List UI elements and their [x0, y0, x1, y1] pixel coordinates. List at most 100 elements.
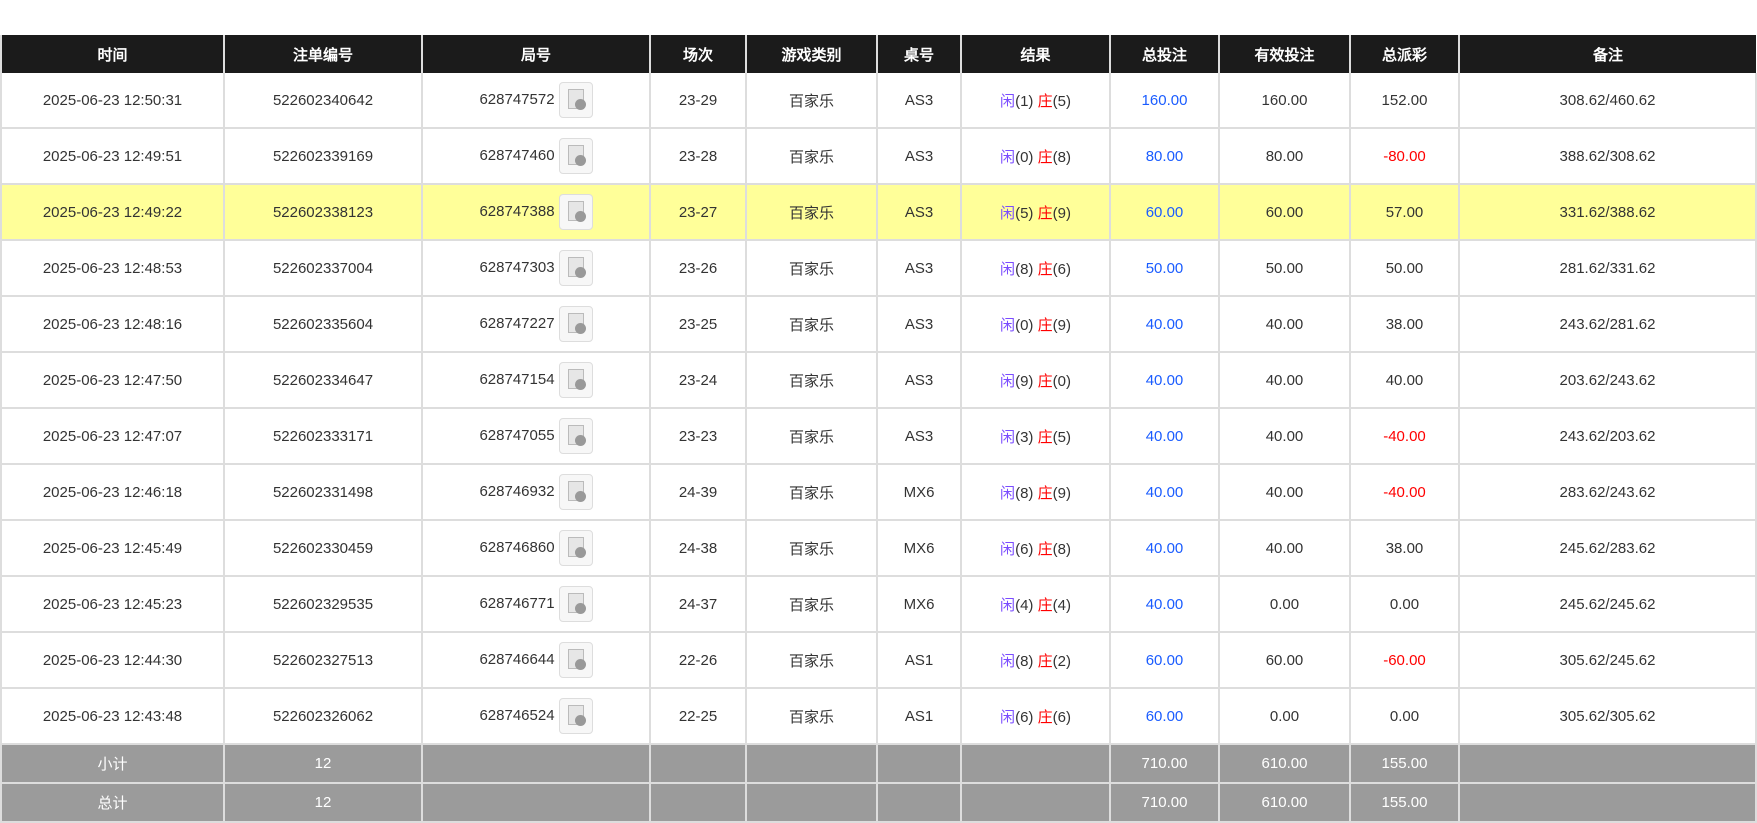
subtotal-bet: 710.00: [1109, 744, 1220, 784]
banker-label: 庄: [1037, 372, 1053, 390]
player-label: 闲: [1000, 596, 1016, 614]
table-row: 2025-06-23 12:45:23 522602329535 6287467…: [0, 576, 1757, 633]
round-cell: 628746524: [421, 688, 651, 745]
bet-id-cell: 522602333171: [223, 408, 423, 465]
table-row: 2025-06-23 12:49:51 522602339169 6287474…: [0, 128, 1757, 185]
video-replay-icon[interactable]: [558, 530, 593, 566]
column-header[interactable]: 局号: [421, 35, 650, 73]
video-replay-icon[interactable]: [558, 418, 593, 454]
player-label: 闲: [1000, 652, 1016, 670]
banker-score: 6: [1057, 708, 1066, 726]
player-label: 闲: [1000, 540, 1016, 558]
game-type-cell: 百家乐: [745, 352, 878, 409]
game-type-cell: 百家乐: [745, 296, 878, 353]
payout-cell: 0.00: [1349, 688, 1460, 745]
column-header[interactable]: 注单编号: [223, 35, 422, 73]
player-score: 0: [1020, 316, 1029, 334]
column-header[interactable]: 有效投注: [1218, 35, 1350, 73]
valid-bet-cell: 40.00: [1218, 464, 1351, 521]
shoe-cell: 24-39: [649, 464, 747, 521]
time-cell: 2025-06-23 12:47:50: [0, 352, 225, 409]
round-id: 628746932: [479, 482, 555, 500]
column-header[interactable]: 总投注: [1109, 35, 1219, 73]
total-count: 12: [223, 783, 423, 823]
banker-score: 9: [1057, 204, 1066, 222]
valid-bet-cell: 60.00: [1218, 632, 1351, 689]
payout-cell: 50.00: [1349, 240, 1460, 297]
banker-score: 8: [1057, 540, 1066, 558]
total-row: 总计 12 710.00 610.00 155.00: [0, 783, 1757, 823]
note-cell: 281.62/331.62: [1458, 240, 1757, 297]
time-cell: 2025-06-23 12:43:48: [0, 688, 225, 745]
bet-id-cell: 522602327513: [223, 632, 423, 689]
note-cell: 331.62/388.62: [1458, 184, 1757, 241]
banker-label: 庄: [1037, 260, 1053, 278]
column-header[interactable]: 时间: [0, 35, 224, 73]
time-cell: 2025-06-23 12:49:51: [0, 128, 225, 185]
video-replay-icon[interactable]: [558, 642, 593, 678]
round-cell: 628746860: [421, 520, 651, 577]
column-header[interactable]: 备注: [1458, 35, 1756, 73]
shoe-cell: 23-23: [649, 408, 747, 465]
payout-cell: -80.00: [1349, 128, 1460, 185]
total-bet-cell: 160.00: [1109, 73, 1220, 129]
video-replay-icon[interactable]: [558, 250, 593, 286]
video-replay-icon[interactable]: [558, 194, 593, 230]
payout-cell: 40.00: [1349, 352, 1460, 409]
result-cell: 闲(0) 庄(9): [960, 296, 1111, 353]
video-replay-icon[interactable]: [558, 306, 593, 342]
table-cell: AS3: [876, 352, 962, 409]
video-replay-icon[interactable]: [558, 474, 593, 510]
time-cell: 2025-06-23 12:45:49: [0, 520, 225, 577]
column-header[interactable]: 游戏类别: [745, 35, 877, 73]
column-header[interactable]: 场次: [649, 35, 746, 73]
video-replay-icon[interactable]: [558, 698, 593, 734]
note-cell: 203.62/243.62: [1458, 352, 1757, 409]
time-cell: 2025-06-23 12:47:07: [0, 408, 225, 465]
total-bet-cell: 40.00: [1109, 576, 1220, 633]
banker-score: 9: [1057, 484, 1066, 502]
total-bet-cell: 40.00: [1109, 464, 1220, 521]
video-replay-icon[interactable]: [558, 362, 593, 398]
table-header: 时间 注单编号 局号 场次 游戏类别 桌号 结果 总投注 有效投注 总派彩 备注: [0, 35, 1756, 73]
round-id: 628747572: [479, 90, 555, 108]
player-label: 闲: [1000, 204, 1016, 222]
bet-id-cell: 522602329535: [223, 576, 423, 633]
result-cell: 闲(8) 庄(6): [960, 240, 1111, 297]
round-id: 628747154: [479, 370, 555, 388]
banker-score: 6: [1057, 260, 1066, 278]
column-header[interactable]: 结果: [960, 35, 1110, 73]
video-replay-icon[interactable]: [558, 82, 593, 118]
total-valid: 610.00: [1218, 783, 1351, 823]
shoe-cell: 23-29: [649, 73, 747, 129]
shoe-cell: 23-28: [649, 128, 747, 185]
game-type-cell: 百家乐: [745, 184, 878, 241]
valid-bet-cell: 50.00: [1218, 240, 1351, 297]
table-row: 2025-06-23 12:48:53 522602337004 6287473…: [0, 240, 1757, 297]
column-header[interactable]: 桌号: [876, 35, 961, 73]
player-score: 5: [1020, 204, 1029, 222]
round-id: 628746644: [479, 650, 555, 668]
time-cell: 2025-06-23 12:45:23: [0, 576, 225, 633]
payout-cell: 38.00: [1349, 296, 1460, 353]
total-bet: 710.00: [1109, 783, 1220, 823]
table-cell: AS1: [876, 688, 962, 745]
player-label: 闲: [1000, 484, 1016, 502]
banker-label: 庄: [1037, 484, 1053, 502]
result-cell: 闲(5) 庄(9): [960, 184, 1111, 241]
time-cell: 2025-06-23 12:48:53: [0, 240, 225, 297]
video-replay-icon[interactable]: [558, 586, 593, 622]
banker-score: 9: [1057, 316, 1066, 334]
banker-score: 2: [1057, 652, 1066, 670]
subtotal-row: 小计 12 710.00 610.00 155.00: [0, 744, 1757, 784]
player-score: 9: [1020, 372, 1029, 390]
banker-score: 5: [1057, 92, 1066, 110]
shoe-cell: 22-26: [649, 632, 747, 689]
total-bet-cell: 50.00: [1109, 240, 1220, 297]
video-replay-icon[interactable]: [558, 138, 593, 174]
table-row: 2025-06-23 12:46:18 522602331498 6287469…: [0, 464, 1757, 521]
bet-id-cell: 522602339169: [223, 128, 423, 185]
valid-bet-cell: 0.00: [1218, 688, 1351, 745]
column-header[interactable]: 总派彩: [1349, 35, 1459, 73]
table-row: 2025-06-23 12:44:30 522602327513 6287466…: [0, 632, 1757, 689]
